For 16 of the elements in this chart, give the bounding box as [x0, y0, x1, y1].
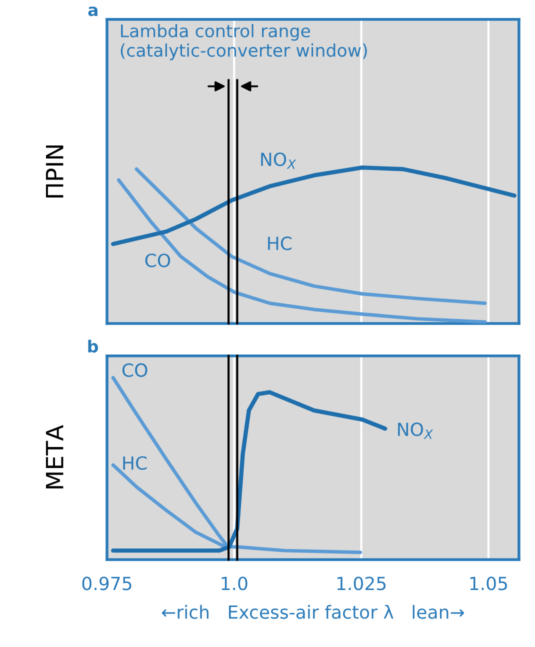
series-label: NO$_{X}$ — [398, 422, 434, 439]
y-axis-title: ΠΡΙΝ — [46, 145, 64, 198]
series-label: NO$_{X}$ — [261, 152, 296, 169]
series-label: CO — [122, 363, 148, 377]
series-label: HC — [268, 236, 292, 250]
series-label: CO — [145, 254, 170, 268]
series-label: HC — [123, 456, 147, 470]
x-tick-label: 1.05 — [470, 576, 507, 590]
text: Lambda control range (catalytic-converter window) — [120, 24, 367, 60]
x-tick-label: 0.975 — [82, 576, 132, 590]
y-axis-title: ΜΕΤΑ — [46, 425, 64, 488]
x-tick-label: 1.0 — [222, 576, 248, 590]
chart-title: b — [88, 340, 98, 353]
x-axis-title: ←rich Excess-air factor λ lean→ — [162, 604, 464, 619]
x-tick-label: 1.025 — [337, 576, 386, 590]
chart-title: a — [88, 6, 98, 16]
